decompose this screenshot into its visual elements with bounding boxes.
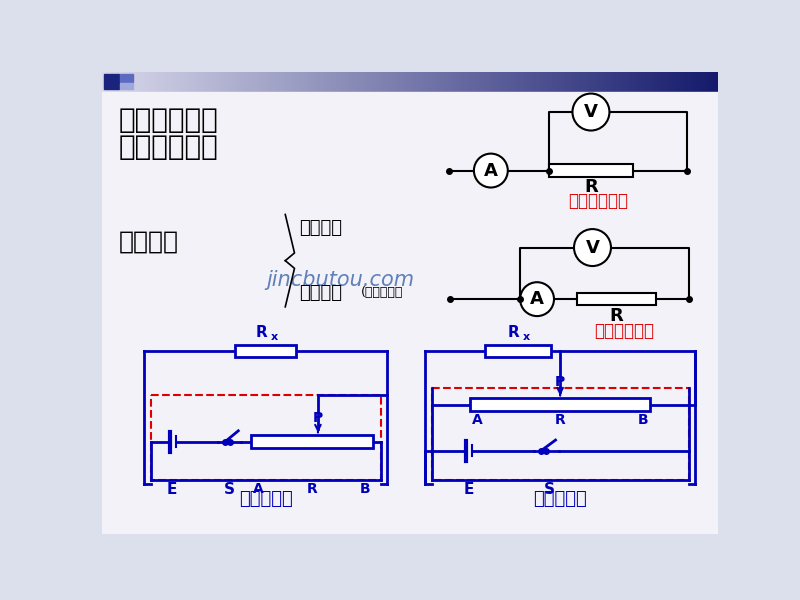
Bar — [577, 293, 657, 305]
Text: 限流式接法: 限流式接法 — [238, 490, 293, 508]
Text: 电流表外接法: 电流表外接法 — [569, 193, 629, 211]
Text: S: S — [224, 482, 235, 497]
Text: A: A — [484, 161, 498, 179]
Text: R: R — [584, 179, 598, 196]
Bar — [470, 398, 650, 411]
Text: 分压式接法: 分压式接法 — [534, 490, 587, 508]
Circle shape — [520, 282, 554, 316]
Bar — [121, 83, 133, 89]
Circle shape — [474, 154, 508, 187]
Text: A: A — [472, 413, 483, 427]
Text: 电路的组成：: 电路的组成： — [119, 133, 218, 161]
Text: 供电电路: 供电电路 — [299, 284, 342, 302]
Text: B: B — [360, 482, 370, 496]
Bar — [235, 344, 297, 357]
Text: A: A — [530, 290, 544, 308]
Bar — [103, 74, 119, 89]
Text: V: V — [584, 103, 598, 121]
Bar — [431, 388, 689, 480]
Text: R: R — [554, 413, 566, 427]
Text: (控制电路）: (控制电路） — [361, 286, 403, 299]
Bar — [250, 436, 373, 448]
Text: x: x — [523, 331, 530, 341]
Text: S: S — [544, 482, 555, 497]
Text: B: B — [638, 413, 648, 427]
Text: 一、常见实验: 一、常见实验 — [119, 106, 218, 134]
Bar — [549, 164, 634, 177]
Text: R: R — [256, 325, 268, 340]
Text: E: E — [167, 482, 178, 497]
Circle shape — [573, 94, 610, 131]
Bar — [121, 74, 133, 82]
Text: E: E — [463, 482, 474, 497]
Text: 测量电路: 测量电路 — [299, 220, 342, 238]
Text: P: P — [555, 375, 566, 389]
Bar — [485, 344, 550, 357]
Text: x: x — [271, 331, 278, 341]
Text: V: V — [586, 239, 599, 257]
Text: jincbutou.com: jincbutou.com — [266, 270, 414, 290]
Text: A: A — [253, 482, 264, 496]
Text: R: R — [610, 307, 624, 325]
Text: R: R — [306, 482, 318, 496]
Text: 实验电路: 实验电路 — [119, 229, 179, 253]
Text: P: P — [313, 410, 323, 425]
Text: 电流表内接法: 电流表内接法 — [594, 322, 654, 340]
Circle shape — [574, 229, 611, 266]
Bar — [150, 395, 381, 480]
Text: R: R — [508, 325, 520, 340]
